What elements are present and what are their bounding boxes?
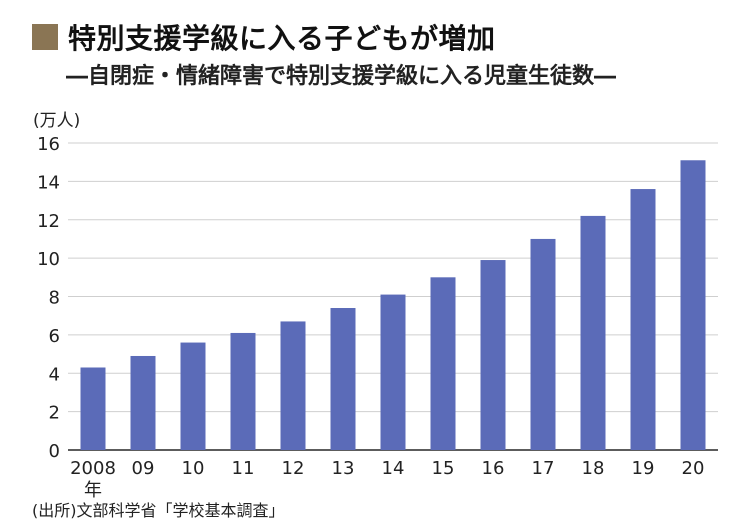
title-square-icon [32, 24, 58, 50]
source-note: (出所)文部科学省「学校基本調査」 [32, 501, 285, 520]
x-tick-label: 12 [282, 458, 305, 479]
x-axis-unit-label: 年 [84, 480, 102, 501]
bar-09 [130, 355, 156, 450]
y-tick-label: 14 [37, 172, 60, 193]
bar-18 [580, 215, 606, 450]
y-tick-label: 16 [37, 134, 60, 155]
x-tick-label: 2008 [70, 458, 116, 479]
chart-title: 特別支援学級に入る子どもが増加 [68, 22, 496, 55]
bar-10 [180, 342, 206, 450]
bar-13 [330, 308, 356, 450]
chart-subtitle: ―自閉症・情緒障害で特別支援学級に入る児童生徒数― [66, 64, 617, 89]
y-axis-label: (万人) [33, 111, 80, 131]
bar-20 [680, 160, 706, 451]
y-tick-label: 10 [37, 249, 60, 270]
bar-19 [630, 189, 656, 451]
bar-14 [380, 294, 406, 450]
x-tick-label: 13 [332, 458, 355, 479]
y-tick-label: 6 [49, 326, 60, 347]
y-tick-label: 0 [49, 441, 60, 462]
bar-2008 [80, 367, 106, 450]
x-tick-label: 18 [582, 458, 605, 479]
x-tick-label: 20 [682, 458, 705, 479]
x-tick-label: 09 [132, 458, 155, 479]
y-tick-label: 8 [49, 288, 60, 309]
bar-16 [480, 260, 506, 450]
header: 特別支援学級に入る子どもが増加 ―自閉症・情緒障害で特別支援学級に入る児童生徒数… [32, 20, 722, 90]
x-tick-label: 17 [532, 458, 555, 479]
x-axis-ticks: 2008 09 10 11 12 13 14 15 16 17 18 19 20 [70, 458, 704, 479]
bar-11 [230, 332, 256, 450]
bar-12 [280, 321, 306, 450]
bar-15 [430, 277, 456, 450]
bar-17 [530, 238, 556, 450]
y-axis-ticks: 0 2 4 6 8 10 12 14 16 [37, 134, 60, 462]
x-tick-label: 14 [382, 458, 405, 479]
y-tick-label: 12 [37, 211, 60, 232]
x-tick-label: 10 [182, 458, 205, 479]
y-tick-label: 4 [49, 364, 60, 385]
x-tick-label: 16 [482, 458, 505, 479]
x-tick-label: 19 [632, 458, 655, 479]
y-tick-label: 2 [49, 403, 60, 424]
bars [80, 160, 706, 451]
title-row: 特別支援学級に入る子どもが増加 [32, 20, 722, 55]
x-tick-label: 15 [432, 458, 455, 479]
x-tick-label: 11 [232, 458, 255, 479]
